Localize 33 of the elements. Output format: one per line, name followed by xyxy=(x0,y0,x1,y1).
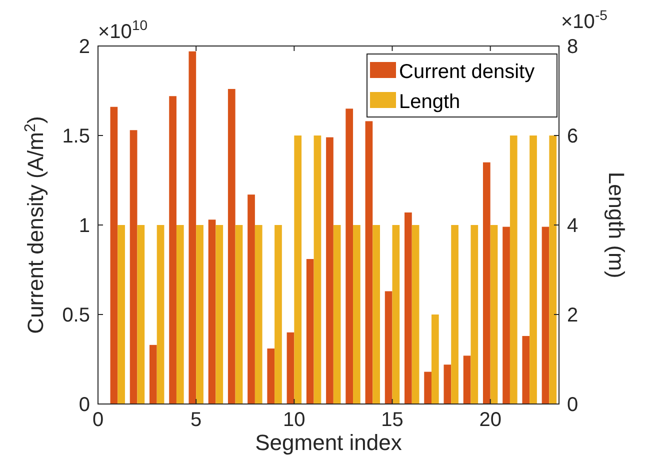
y2-tick-label: 0 xyxy=(567,394,578,416)
x-tick-label: 5 xyxy=(190,409,202,431)
bar xyxy=(274,225,282,404)
bar xyxy=(156,225,164,404)
y-tick-label: 0 xyxy=(78,394,90,416)
bar xyxy=(267,348,275,404)
y2-axis-title: Length (m) xyxy=(604,172,629,278)
bar xyxy=(470,225,478,404)
bar xyxy=(522,336,530,404)
x-tick-label: 0 xyxy=(92,409,104,431)
y2-tick-label: 8 xyxy=(567,36,578,58)
bar xyxy=(451,225,458,404)
y-tick-label: 2 xyxy=(78,36,90,58)
bar xyxy=(431,314,439,404)
bar xyxy=(530,136,537,404)
text: ×10$^{-5}$ xyxy=(561,7,608,33)
bar xyxy=(463,356,471,404)
legend-label: Length xyxy=(399,91,460,113)
x-tick-label: 20 xyxy=(479,409,502,431)
bar xyxy=(286,332,294,404)
bar xyxy=(294,136,302,404)
y2-tick-label: 4 xyxy=(567,215,578,237)
y2-tick-label: 6 xyxy=(567,126,578,148)
y-tick-label: 1.5 xyxy=(62,126,90,148)
legend-label: Current density xyxy=(399,61,535,83)
y-tick-label: 1 xyxy=(78,215,90,237)
text: ×10$^{10}$ xyxy=(98,17,148,43)
x-tick-label: 15 xyxy=(381,409,404,431)
y-tick-label: 0.5 xyxy=(62,304,90,326)
y2-tick-label: 2 xyxy=(567,304,578,326)
x-tick-label: 10 xyxy=(283,409,306,431)
x-axis-title: Segment index xyxy=(255,430,402,455)
bar xyxy=(444,364,452,404)
